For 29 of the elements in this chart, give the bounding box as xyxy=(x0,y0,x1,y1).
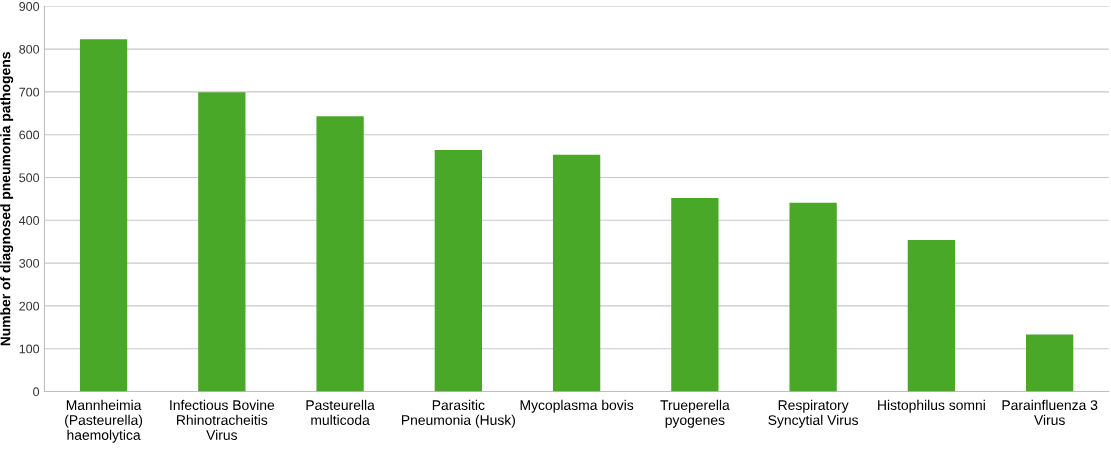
x-tick-label: Histophilus somni xyxy=(878,399,985,413)
x-tick-label: Infectious Bovine Rhinotracheitis Virus xyxy=(170,399,275,440)
bar xyxy=(789,202,837,392)
y-tick-label: 700 xyxy=(19,87,40,97)
y-tick-label: 800 xyxy=(19,44,40,54)
bar xyxy=(671,198,719,392)
x-tick-label: Mycoplasma bovis xyxy=(520,399,634,413)
y-tick-label: 900 xyxy=(19,2,40,11)
y-tick-label: 500 xyxy=(19,173,40,183)
y-tick-label: 300 xyxy=(19,258,40,268)
y-tick-label: 600 xyxy=(19,130,40,140)
bar xyxy=(907,239,956,392)
y-tick-label: 100 xyxy=(19,344,40,354)
x-tick-label: Pasteurella multicoda xyxy=(306,399,375,425)
bar xyxy=(198,92,246,392)
y-tick-label: 0 xyxy=(33,387,40,397)
x-tick-label: Parainfluenza 3 Virus xyxy=(1002,399,1098,425)
bar xyxy=(316,116,364,392)
bar xyxy=(79,39,128,392)
bar xyxy=(552,154,601,392)
y-tick-label: 400 xyxy=(19,216,40,225)
x-tick-label: Parasitic Pneumonia (Husk) xyxy=(401,399,515,428)
x-tick-label: Trueperella pyogenes xyxy=(660,399,730,428)
x-tick-label: Mannheimia (Pasteurella) haemolytica xyxy=(65,399,143,443)
y-tick-label: 200 xyxy=(19,301,40,311)
x-tick-label: Respiratory Syncytial Virus xyxy=(768,399,859,428)
bar xyxy=(434,150,482,392)
bar xyxy=(1026,334,1074,392)
y-axis-title: Number of diagnosed pneumonia pathogens xyxy=(0,52,14,346)
